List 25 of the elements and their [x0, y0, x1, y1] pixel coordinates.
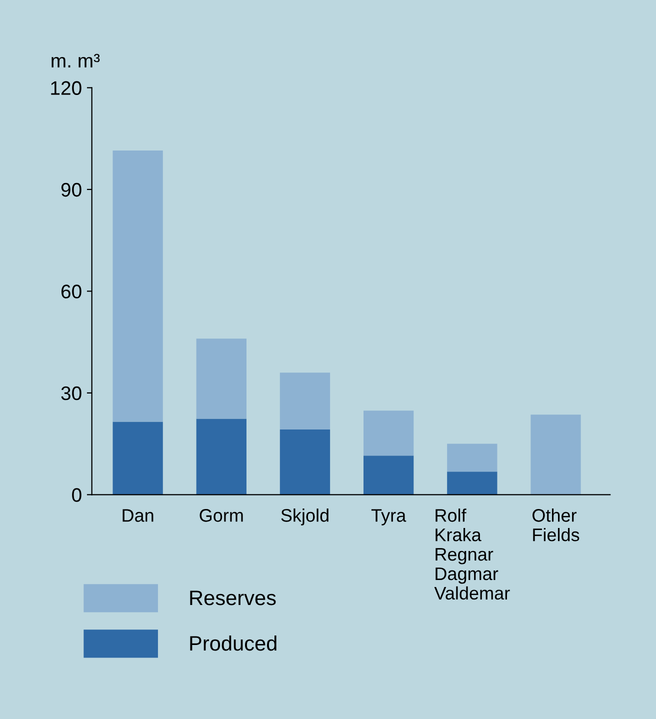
legend-label: Produced [190, 635, 276, 651]
bar [280, 430, 330, 495]
y-axis-title: m. m³ [52, 54, 100, 68]
x-tick-label: Tyra [371, 509, 406, 526]
legend-label: Reserves [190, 590, 276, 606]
bar [364, 456, 414, 495]
y-tick-label: 30 [61, 386, 82, 400]
x-tick-label: Gorm [200, 509, 243, 522]
bar [280, 372, 330, 430]
y-tick-label: 120 [51, 81, 82, 95]
bar [196, 418, 246, 495]
bar [447, 472, 498, 495]
x-tick-label: Other Fields [532, 508, 580, 542]
bar [530, 414, 581, 495]
y-tick-label: 60 [61, 284, 82, 298]
x-tick-label: Dan [122, 509, 154, 522]
bar [112, 150, 163, 422]
y-tick-label: 90 [61, 182, 82, 197]
bar [447, 444, 498, 472]
bar [364, 410, 414, 456]
bar [196, 338, 246, 419]
x-tick-label: Rolf Kraka Regnar Dagmar Valdemar [434, 508, 510, 600]
x-tick-label: Skjold [281, 508, 328, 526]
y-tick-label: 0 [72, 488, 82, 502]
bar [112, 422, 163, 495]
